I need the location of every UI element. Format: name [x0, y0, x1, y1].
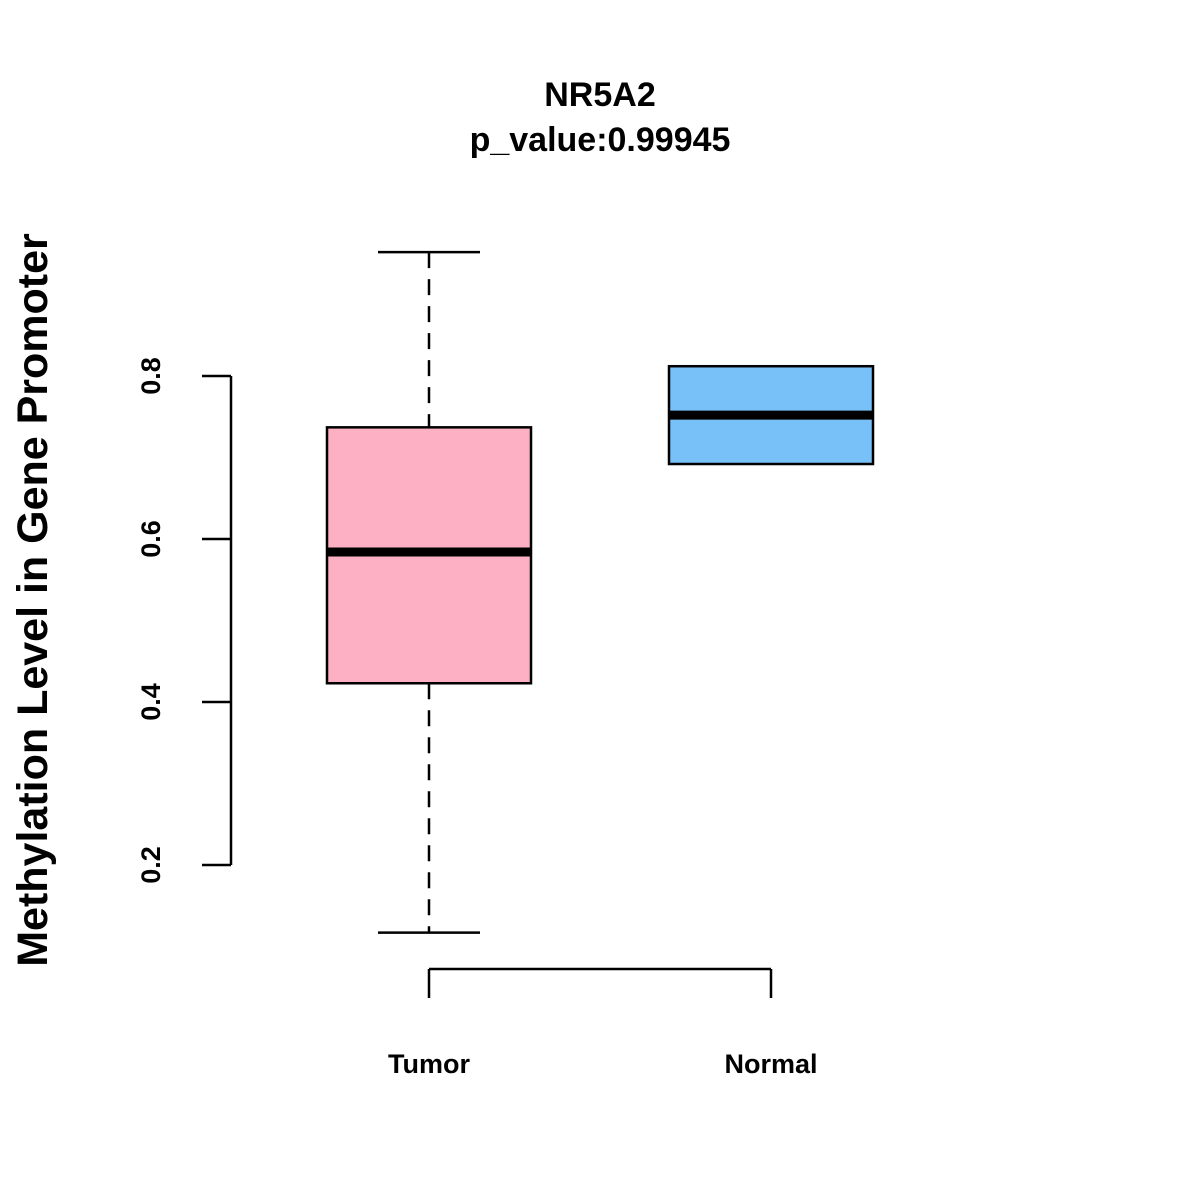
- y-axis: 0.2 0.4 0.6 0.8: [136, 357, 233, 884]
- x-axis: Tumor Normal: [388, 967, 818, 1079]
- y-tick-label-0.8: 0.8: [136, 357, 166, 395]
- x-tick-label-tumor: Tumor: [388, 1049, 470, 1079]
- y-tick-label-0.2: 0.2: [136, 846, 166, 884]
- y-axis-label: Methylation Level in Gene Promoter: [9, 233, 57, 967]
- x-tick-label-normal: Normal: [724, 1049, 817, 1079]
- chart-subtitle: p_value:0.99945: [470, 121, 731, 159]
- y-tick-label-0.6: 0.6: [136, 520, 166, 558]
- y-tick-label-0.4: 0.4: [136, 683, 166, 721]
- boxes-group: [325, 250, 875, 934]
- chart-title: NR5A2: [544, 76, 655, 114]
